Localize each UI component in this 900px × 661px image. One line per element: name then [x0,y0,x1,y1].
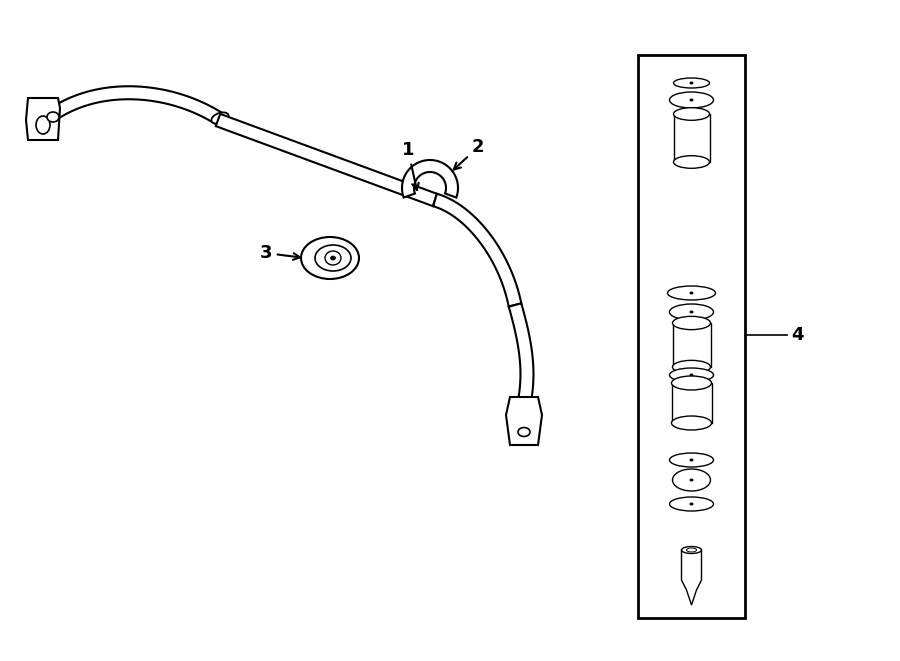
Ellipse shape [673,108,709,120]
Ellipse shape [671,376,712,390]
Ellipse shape [689,373,694,377]
Ellipse shape [36,116,50,134]
Polygon shape [508,303,534,399]
Bar [671,383,712,423]
Ellipse shape [689,292,694,295]
Ellipse shape [301,237,359,279]
Ellipse shape [325,251,341,265]
Ellipse shape [689,98,694,102]
Bar [673,114,709,162]
Ellipse shape [212,112,229,124]
Ellipse shape [673,156,709,169]
Polygon shape [681,550,701,605]
Bar [672,323,710,367]
Ellipse shape [47,112,59,122]
Ellipse shape [689,311,694,313]
Text: 4: 4 [791,326,804,344]
Ellipse shape [689,459,694,461]
Text: 2: 2 [454,138,484,169]
Ellipse shape [687,548,697,552]
Polygon shape [216,114,437,206]
Polygon shape [433,194,521,306]
Ellipse shape [670,92,714,108]
Ellipse shape [670,368,714,382]
Text: 3: 3 [259,244,300,262]
Ellipse shape [518,428,530,436]
Ellipse shape [670,304,714,320]
Ellipse shape [672,469,710,491]
Ellipse shape [315,245,351,271]
Ellipse shape [689,479,694,481]
Text: 1: 1 [401,141,419,190]
Ellipse shape [672,360,710,373]
Ellipse shape [681,547,701,553]
Ellipse shape [330,256,336,260]
Polygon shape [506,397,542,445]
Ellipse shape [670,497,714,511]
Ellipse shape [689,502,694,506]
Bar [638,55,745,618]
Ellipse shape [670,453,714,467]
Polygon shape [49,86,221,124]
Ellipse shape [671,416,712,430]
Polygon shape [26,98,60,140]
Ellipse shape [673,78,709,88]
Ellipse shape [689,81,694,85]
Polygon shape [402,160,458,198]
Ellipse shape [672,317,710,330]
Ellipse shape [668,286,716,300]
